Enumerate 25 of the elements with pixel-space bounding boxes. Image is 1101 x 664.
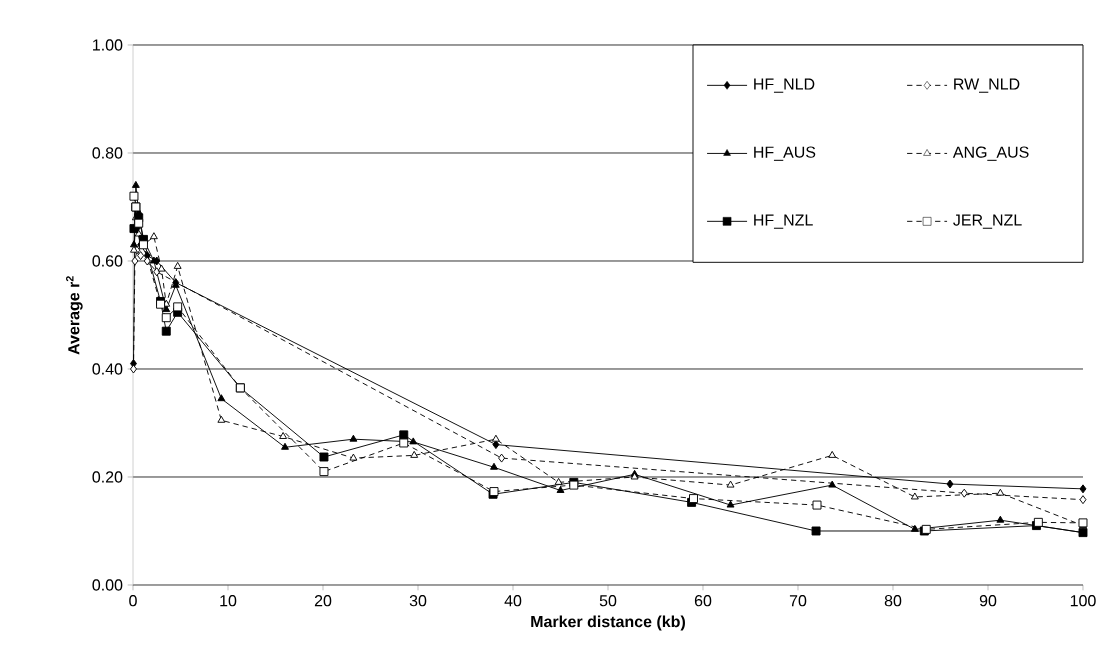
y-tick-label: 0.80 [92,147,123,159]
x-tick-label: 80 [884,595,902,607]
x-tick-label: 90 [979,595,997,607]
x-tick-label: 60 [694,595,712,607]
x-tick-label: 20 [314,595,332,607]
y-axis-title: Average r$^{2}$ [66,276,83,355]
y-tick-label: 0.00 [92,579,123,591]
x-tick-label: 30 [409,595,427,607]
legend-label: HF_NLD [754,78,815,93]
x-tick-label: 40 [504,595,522,607]
x-axis-title: Marker distance (kb) [531,615,685,631]
legend-label: JER_NZL [953,214,1022,229]
x-tick-label: 0 [129,595,137,607]
y-tick-label: 0.40 [92,363,123,375]
y-tick-label: 0.60 [92,255,123,267]
x-tick-label: 50 [599,595,617,607]
y-tick-label: 1.00 [93,39,123,51]
legend-label: HF_NZL [754,214,813,229]
x-tick-label: 10 [220,595,237,607]
y-tick-label: 0.20 [92,471,123,483]
x-tick-label: 70 [789,595,807,607]
legend-label: RW_NLD [954,78,1020,93]
legend-label: ANG_AUS [952,146,1029,161]
legend-label: HF_AUS [754,146,816,161]
x-tick-label: 100 [1070,595,1096,607]
